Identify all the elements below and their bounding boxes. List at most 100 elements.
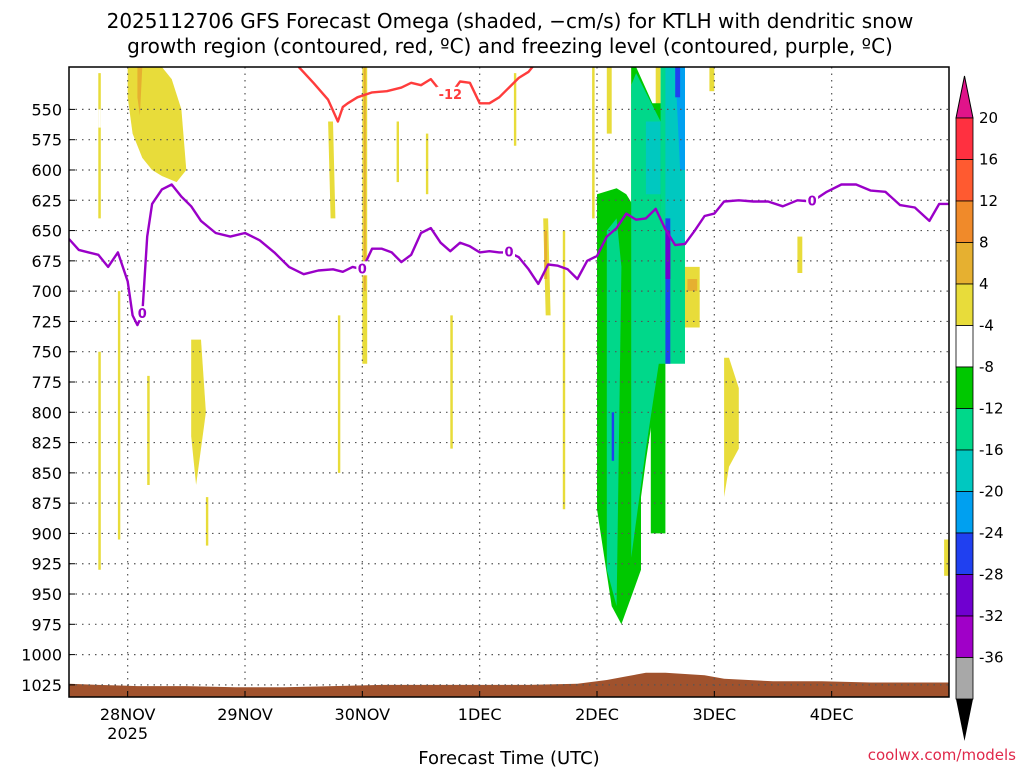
omega-region-2 xyxy=(98,73,101,219)
y-tick-label-650: 650 xyxy=(31,222,62,241)
colorbar-label--12: -12 xyxy=(979,400,1004,418)
colorbar-swatch-6 xyxy=(955,366,974,409)
y-axis: 550 575 600 625 650 675 700 725 750 775 800 825 850 8… xyxy=(21,100,75,695)
omega-region-30 xyxy=(113,151,115,183)
freezing-level-line-label-bg-3 xyxy=(806,193,819,208)
omega-region-32 xyxy=(377,533,380,625)
freezing-level-line-label-bg-0 xyxy=(136,306,149,321)
colorbar-swatch-3 xyxy=(955,242,974,285)
omega-region-19 xyxy=(592,67,595,219)
colorbar-swatch-9 xyxy=(955,491,974,534)
omega-region-26 xyxy=(724,357,739,498)
y-tick-label-600: 600 xyxy=(31,161,62,180)
omega-region-51 xyxy=(611,412,615,461)
omega-region-9 xyxy=(337,315,341,473)
y-tick-label-575: 575 xyxy=(31,131,62,150)
omega-region-43 xyxy=(606,218,622,607)
y-tick-label-675: 675 xyxy=(31,252,62,271)
colorbar-label--36: -36 xyxy=(979,649,1004,667)
y-tick-label-850: 850 xyxy=(31,464,62,483)
colorbar-label-4: 4 xyxy=(979,275,989,293)
omega-region-31 xyxy=(342,297,351,588)
omega-region-52 xyxy=(665,230,671,279)
y-tick-label-775: 775 xyxy=(31,373,62,392)
x-axis: 28NOV 29NOV 30NOV 1DEC 2DEC 3DEC 4DEC 2025 xyxy=(100,691,854,743)
colorbar-label-12: 12 xyxy=(979,192,998,210)
y-tick-label-800: 800 xyxy=(31,403,62,422)
omega-region-12 xyxy=(396,121,399,183)
omega-region-5 xyxy=(147,375,150,485)
colorbar-label-20: 20 xyxy=(979,109,998,127)
freezing-level-line-label-bg-2 xyxy=(503,244,515,259)
colorbar-label-16: 16 xyxy=(979,151,998,169)
x-tick-label-2DEC: 2DEC xyxy=(575,705,619,724)
y-tick-label-700: 700 xyxy=(31,282,62,301)
plot-background xyxy=(69,67,949,697)
colorbar-label--4: -4 xyxy=(979,317,994,335)
freezing-level-line-label-0: 0 xyxy=(138,307,147,322)
colorbar: 20 16 12 8 4 -4 -8 -12 -16 -20 -24 -28 -32 -36 xyxy=(955,75,1004,741)
omega-region-38 xyxy=(621,109,624,158)
colorbar-label--32: -32 xyxy=(979,607,1004,625)
freezing-level-line-label-1: 0 xyxy=(358,262,367,277)
omega-region-4 xyxy=(117,291,121,540)
watermark: coolwx.com/models xyxy=(868,746,1016,764)
omega-region-29 xyxy=(98,109,101,128)
title-line-2: growth region (contoured, red, ºC) and f… xyxy=(127,34,893,58)
omega-shading xyxy=(98,67,949,625)
y-tick-label-1025: 1025 xyxy=(21,676,62,695)
freezing-level-line xyxy=(69,183,949,327)
colorbar-label--20: -20 xyxy=(979,483,1004,501)
colorbar-label-8: 8 xyxy=(979,234,989,252)
y-tick-label-550: 550 xyxy=(31,100,62,119)
dendritic-growth-line xyxy=(297,67,534,123)
colorbar-swatch-1 xyxy=(955,159,974,202)
dendritic-growth-line-label-bg-0 xyxy=(436,86,465,101)
omega-region-13 xyxy=(425,133,429,195)
colorbar-label--28: -28 xyxy=(979,566,1004,584)
y-tick-label-750: 750 xyxy=(31,343,62,362)
dendritic-growth-line-label-0: -12 xyxy=(439,88,463,103)
terrain-layer xyxy=(69,672,949,697)
omega-region-35 xyxy=(455,430,461,534)
omega-region-25 xyxy=(709,67,715,92)
colorbar-swatch-5 xyxy=(955,325,974,368)
x-tick-label-28NOV: 28NOV xyxy=(100,705,156,724)
x-axis-label: Forecast Time (UTC) xyxy=(418,748,599,768)
omega-region-15 xyxy=(513,73,517,146)
x-tick-label-30NOV: 30NOV xyxy=(335,705,391,724)
omega-region-46 xyxy=(645,121,661,195)
colorbar-swatch-0 xyxy=(955,117,974,160)
x-tick-label-1DEC: 1DEC xyxy=(458,705,502,724)
x-year-label: 2025 xyxy=(107,724,148,743)
colorbar-swatch-12 xyxy=(955,615,974,658)
omega-region-14 xyxy=(450,315,453,449)
colorbar-max-arrow xyxy=(955,75,974,119)
omega-region-44 xyxy=(631,73,661,558)
y-tick-label-625: 625 xyxy=(31,191,62,210)
omega-region-7 xyxy=(205,497,209,546)
colorbar-swatch-7 xyxy=(955,408,974,451)
colorbar-swatch-4 xyxy=(955,283,974,326)
omega-region-36 xyxy=(484,357,487,491)
y-tick-label-725: 725 xyxy=(31,312,62,331)
freezing-level-line-label-2: 0 xyxy=(504,245,513,260)
omega-region-8 xyxy=(328,121,336,219)
omega-region-49 xyxy=(675,67,681,98)
colorbar-swatch-2 xyxy=(955,200,974,243)
y-tick-label-875: 875 xyxy=(31,494,62,513)
colorbar-min-arrow xyxy=(956,699,973,741)
contour-lines: 0 0 0 0 -12 xyxy=(69,67,949,327)
title: 2025112706 GFS Forecast Omega (shaded, −… xyxy=(107,9,914,58)
colorbar-label--24: -24 xyxy=(979,524,1004,542)
omega-region-3 xyxy=(98,351,101,570)
omega-region-24 xyxy=(687,279,698,292)
colorbar-label--8: -8 xyxy=(979,358,994,376)
colorbar-swatch-10 xyxy=(955,532,974,575)
y-tick-label-900: 900 xyxy=(31,524,62,543)
omega-region-11 xyxy=(363,67,366,292)
omega-region-23 xyxy=(685,266,700,328)
omega-region-20 xyxy=(606,67,612,134)
omega-region-18 xyxy=(562,230,566,510)
